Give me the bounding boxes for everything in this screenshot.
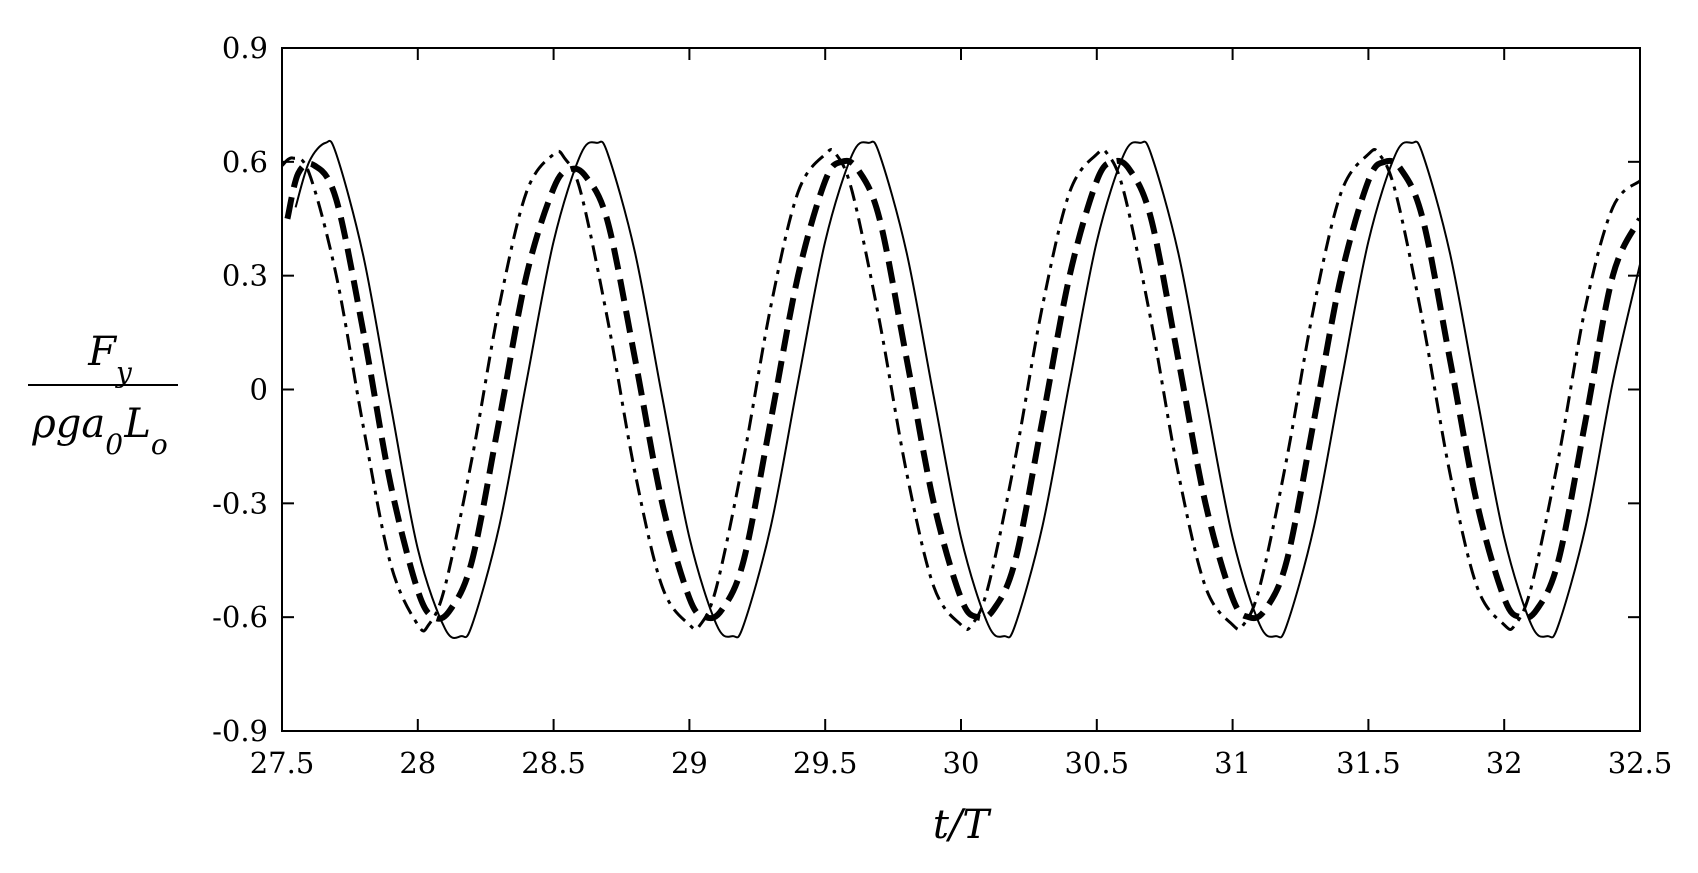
y-tick-label: -0.9 [212,714,268,748]
x-tick-label: 28.5 [521,746,586,780]
x-tick-label: 31 [1214,746,1251,780]
x-tick-label: 30 [943,746,980,780]
y-tick-label: 0.6 [222,145,268,179]
x-tick-label: 32 [1486,746,1523,780]
y-tick-label: -0.6 [212,600,268,634]
x-tick-label: 30.5 [1065,746,1130,780]
x-tick-label: 29.5 [793,746,858,780]
y-tick-label: -0.3 [212,486,268,520]
y-label-denominator: ρga0 Lo [31,401,168,461]
x-axis: 27.5 28 28.5 29 29.5 30 30.5 31 31.5 32 32.5 [250,48,1673,780]
x-tick-label: 29 [671,746,708,780]
y-label-numerator: Fy [87,329,133,389]
y-tick-label: 0 [250,373,268,407]
series-line-3-dash-dot [283,148,1639,633]
x-tick-label: 31.5 [1336,746,1401,780]
x-tick-label: 27.5 [250,746,315,780]
y-axis: 0.9 0.6 0.3 0 -0.3 -0.6 -0.9 [212,31,1640,748]
y-tick-label: 0.9 [222,31,268,65]
x-axis-label: t/T [933,802,993,848]
x-tick-label: 32.5 [1608,746,1673,780]
series-line-2-thick-dashed [284,157,1639,622]
y-tick-label: 0.3 [222,259,268,293]
y-axis-label: Fy ρga0 Lo [28,329,178,461]
series-line-1-solid [294,139,1639,640]
series-group [283,139,1639,640]
x-tick-label: 28 [399,746,436,780]
